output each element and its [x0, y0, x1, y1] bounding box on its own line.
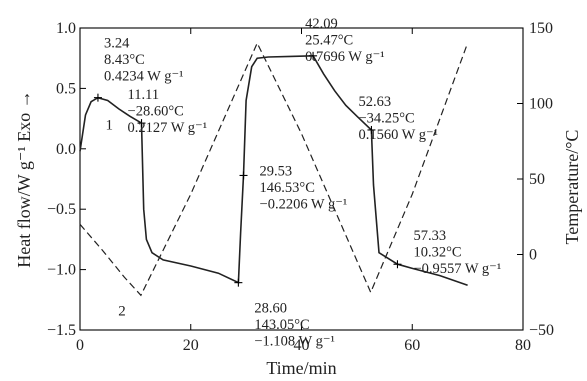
annotation-11.11: 11.11 −28.60°C 0.2127 W g⁻¹ [128, 87, 208, 136]
y-right-axis-label: Temperature/°C [562, 130, 582, 245]
annotation-29.53: 29.53 146.53°C −0.2206 W g⁻¹ [260, 163, 348, 212]
series-1-label: 1 [105, 117, 113, 133]
series-2-label: 2 [118, 304, 126, 320]
axis-labels: 1 2 Time/min Heat flow/W g⁻¹ Exo → Temperatu… [14, 90, 582, 378]
y-left-tick-label: 0.0 [56, 141, 76, 158]
y-right-tick-label: −50 [529, 322, 554, 339]
x-tick-label: 80 [515, 337, 531, 354]
annotation-52.63: 52.63 −34.25°C 0.1560 W g⁻¹ [358, 94, 438, 143]
x-axis-label: Time/min [266, 358, 336, 378]
x-tick-label: 40 [294, 337, 310, 354]
annotation-3.24: 3.24 8.43°C 0.4234 W g⁻¹ [104, 36, 184, 85]
axis-ticks: 0 20 40 60 80 1.0 0.5 0.0 −0.5 −1.0 −1.5 150 100 50 0 −… [47, 20, 554, 354]
annotation-42.09: 42.09 25.47°C 0.7696 W g⁻¹ [305, 16, 385, 65]
y-left-axis-label: Heat flow/W g⁻¹ Exo → [14, 90, 34, 268]
y-right-tick-label: 100 [529, 96, 553, 113]
annotations: 3.24 8.43°C 0.4234 W g⁻¹11.11 −28.60°C 0.212… [104, 16, 501, 350]
y-left-tick-label: −1.0 [47, 262, 76, 279]
y-right-tick-label: 0 [529, 247, 537, 264]
x-tick-label: 0 [76, 337, 84, 354]
x-tick-label: 20 [183, 337, 199, 354]
y-left-tick-label: −0.5 [47, 201, 76, 218]
y-right-tick-label: 50 [529, 171, 545, 188]
y-left-tick-label: −1.5 [47, 322, 76, 339]
y-left-tick-label: 0.5 [56, 80, 76, 97]
series-2-line [79, 41, 469, 297]
y-left-tick-label: 1.0 [56, 20, 76, 37]
x-tick-label: 60 [404, 337, 420, 354]
series-layer [79, 41, 469, 297]
annotation-57.33: 57.33 10.32°C −0.9557 W g⁻¹ [413, 228, 501, 277]
point-markers [93, 51, 402, 287]
y-right-tick-label: 150 [529, 20, 553, 37]
annotation-28.60: 28.60 143.05°C −1.108 W g⁻¹ [254, 301, 334, 350]
series-1-line [79, 54, 468, 287]
